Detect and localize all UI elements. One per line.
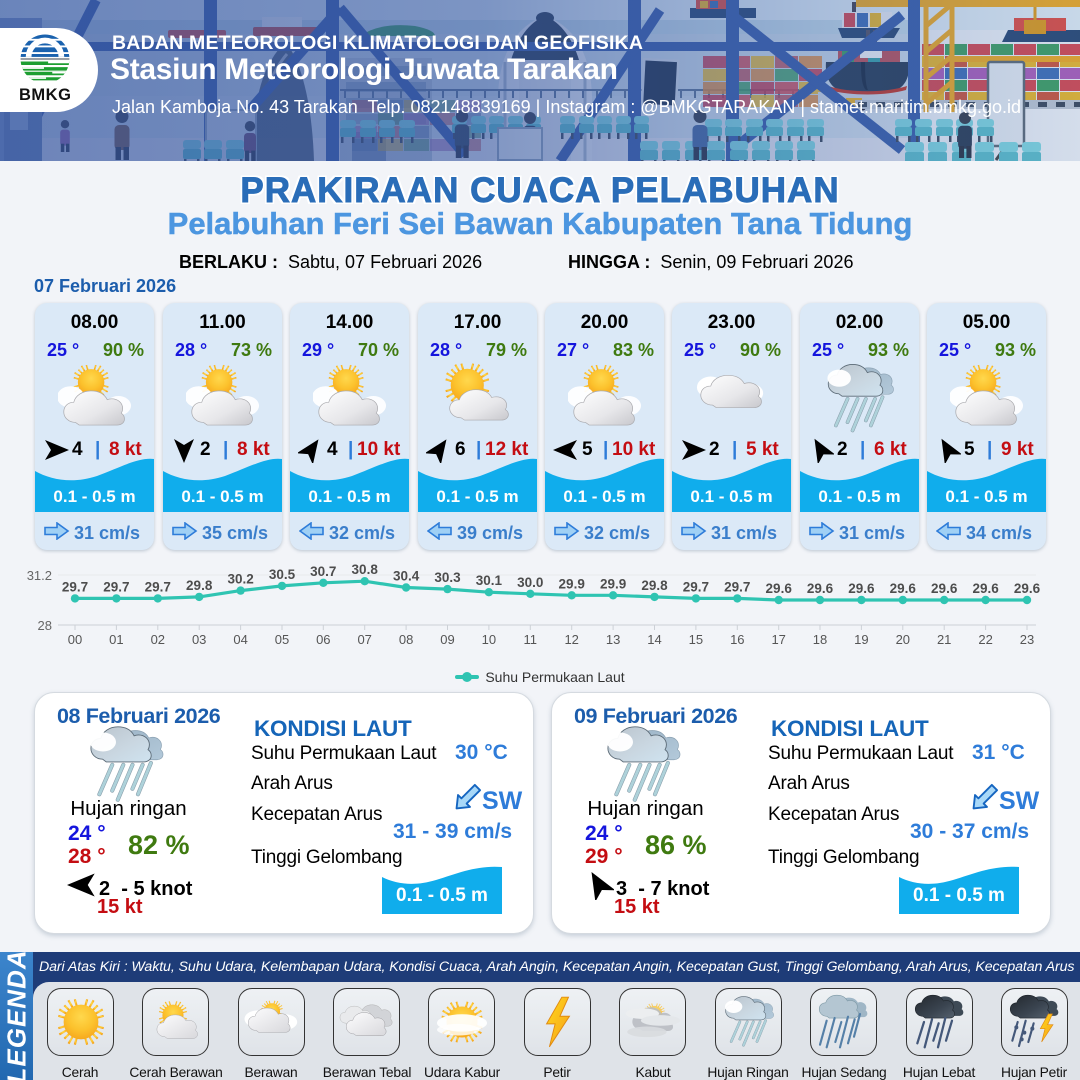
svg-text:20: 20	[896, 632, 910, 647]
svg-text:22: 22	[978, 632, 992, 647]
svg-text:29.7: 29.7	[724, 579, 750, 594]
svg-text:29.6: 29.6	[1014, 581, 1041, 596]
svg-text:29.9: 29.9	[559, 576, 585, 591]
svg-text:30.3: 30.3	[434, 570, 461, 585]
svg-text:29.7: 29.7	[103, 579, 129, 594]
svg-text:28: 28	[38, 618, 52, 633]
svg-text:13: 13	[606, 632, 620, 647]
svg-text:03: 03	[192, 632, 206, 647]
svg-text:21: 21	[937, 632, 951, 647]
svg-text:17: 17	[771, 632, 785, 647]
svg-text:01: 01	[109, 632, 123, 647]
svg-text:30.1: 30.1	[476, 573, 503, 588]
svg-text:14: 14	[647, 632, 661, 647]
svg-text:29.6: 29.6	[766, 581, 793, 596]
svg-text:29.8: 29.8	[186, 578, 213, 593]
svg-text:29.9: 29.9	[600, 576, 626, 591]
svg-text:29.6: 29.6	[972, 581, 999, 596]
svg-text:30.4: 30.4	[393, 569, 420, 584]
svg-text:29.7: 29.7	[62, 579, 88, 594]
svg-text:29.7: 29.7	[145, 579, 171, 594]
svg-text:00: 00	[68, 632, 82, 647]
svg-text:29.7: 29.7	[683, 579, 709, 594]
svg-text:23: 23	[1020, 632, 1034, 647]
svg-text:19: 19	[854, 632, 868, 647]
svg-text:30.7: 30.7	[310, 564, 336, 579]
svg-text:29.6: 29.6	[890, 581, 917, 596]
svg-text:10: 10	[482, 632, 496, 647]
svg-text:07: 07	[357, 632, 371, 647]
svg-text:12: 12	[564, 632, 578, 647]
svg-text:29.6: 29.6	[807, 581, 834, 596]
svg-text:18: 18	[813, 632, 827, 647]
svg-text:16: 16	[730, 632, 744, 647]
svg-text:11: 11	[524, 632, 538, 647]
svg-text:30.2: 30.2	[227, 572, 253, 587]
svg-text:09: 09	[440, 632, 454, 647]
svg-text:06: 06	[316, 632, 330, 647]
svg-text:08: 08	[399, 632, 413, 647]
svg-text:30.5: 30.5	[269, 567, 296, 582]
svg-text:29.8: 29.8	[641, 578, 668, 593]
svg-text:05: 05	[275, 632, 289, 647]
svg-text:31.2: 31.2	[27, 568, 52, 583]
svg-text:30.0: 30.0	[517, 575, 543, 590]
svg-text:29.6: 29.6	[848, 581, 875, 596]
svg-text:29.6: 29.6	[931, 581, 958, 596]
svg-text:15: 15	[689, 632, 703, 647]
svg-text:30.8: 30.8	[352, 562, 379, 577]
svg-text:04: 04	[233, 632, 247, 647]
svg-text:02: 02	[151, 632, 165, 647]
